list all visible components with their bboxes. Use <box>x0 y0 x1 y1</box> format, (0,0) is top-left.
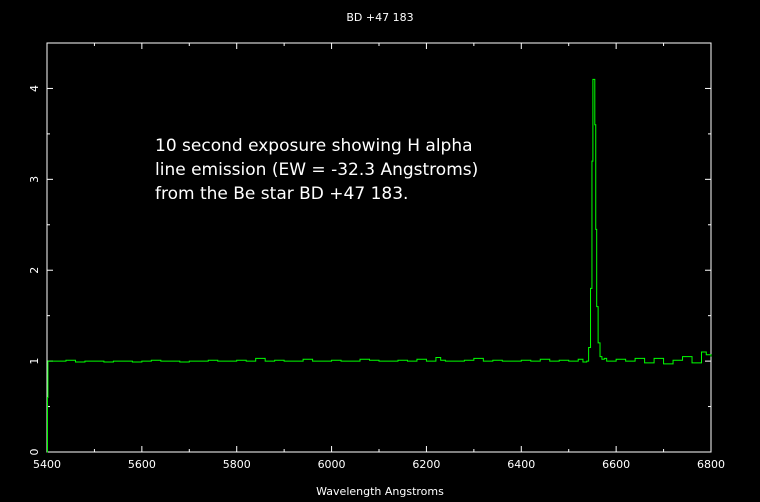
y-tick-label: 2 <box>28 267 41 274</box>
y-tick-label: 1 <box>28 358 41 365</box>
chart-title: BD +47 183 <box>346 11 413 24</box>
x-tick-label: 6600 <box>602 458 630 471</box>
x-tick-label: 5600 <box>128 458 156 471</box>
x-tick-label: 6000 <box>318 458 346 471</box>
y-axis-ticks: 0 1 2 3 4 <box>28 85 711 456</box>
x-axis-label: Wavelength Angstroms <box>316 485 444 498</box>
series-line-halpha-spectrum <box>46 78 712 453</box>
plot-frame <box>46 42 712 453</box>
y-tick-label: 4 <box>28 85 41 92</box>
annotation-line-3: from the Be star BD +47 183. <box>155 184 408 204</box>
x-tick-label: 6400 <box>507 458 535 471</box>
x-tick-label: 6200 <box>412 458 440 471</box>
annotation-line-2: line emission (EW = -32.3 Angstroms) <box>155 160 478 180</box>
annotation-line-1: 10 second exposure showing H alpha <box>155 136 473 156</box>
annotation-block: 10 second exposure showing H alpha line … <box>155 136 478 204</box>
y-tick-label: 0 <box>28 449 41 456</box>
x-tick-label: 5400 <box>33 458 61 471</box>
x-axis-ticks: 5400 5600 5800 6000 6200 6400 6600 6800 <box>33 43 725 471</box>
y-tick-label: 3 <box>28 176 41 183</box>
x-tick-label: 5800 <box>223 458 251 471</box>
x-tick-label: 6800 <box>697 458 725 471</box>
plot-border <box>46 42 712 453</box>
